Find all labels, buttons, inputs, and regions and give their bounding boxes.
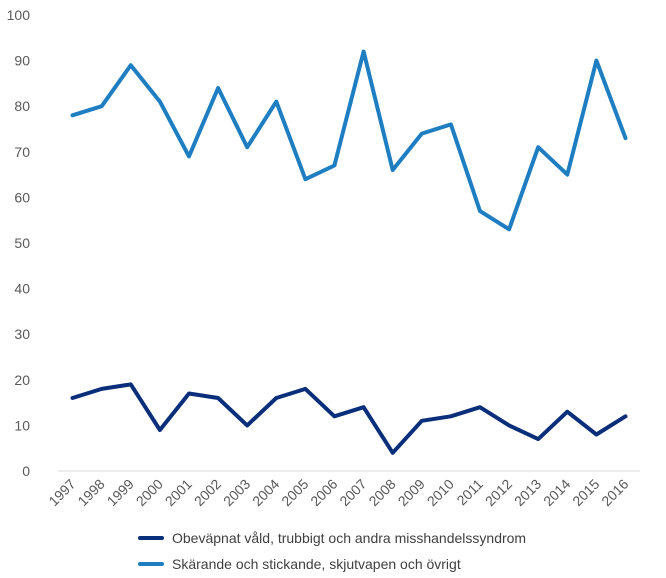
y-tick-label: 20 xyxy=(14,372,30,388)
series-line-1 xyxy=(70,49,628,232)
series-line-0 xyxy=(70,382,628,455)
x-tick-label: 2002 xyxy=(191,476,224,509)
y-tick-label: 100 xyxy=(7,7,31,23)
legend-swatch xyxy=(138,562,164,566)
y-tick-label: 70 xyxy=(14,144,30,160)
x-tick-label: 2000 xyxy=(133,476,166,509)
x-tick-label: 1999 xyxy=(104,476,137,509)
x-tick-label: 2009 xyxy=(395,476,428,509)
x-tick-label: 2006 xyxy=(307,476,340,509)
y-tick-label: 40 xyxy=(14,281,30,297)
x-tick-label: 2003 xyxy=(220,476,253,509)
y-tick-label: 50 xyxy=(14,235,30,251)
x-tick-label: 2014 xyxy=(540,476,573,509)
legend-item-series-0: Obeväpnat våld, trubbigt och andra missh… xyxy=(138,526,526,550)
x-tick-label: 2012 xyxy=(482,476,515,509)
x-axis: 1997199819992000200120022003200420052006… xyxy=(45,470,640,509)
legend-label: Obeväpnat våld, trubbigt och andra missh… xyxy=(172,530,527,546)
x-tick-label: 2004 xyxy=(249,476,282,509)
y-tick-label: 10 xyxy=(14,417,30,433)
y-axis: 0 10 20 30 40 50 60 70 80 90 100 xyxy=(7,7,31,479)
x-tick-label: 2013 xyxy=(511,476,544,509)
x-tick-label: 2008 xyxy=(365,476,398,509)
x-tick-label: 1998 xyxy=(74,476,107,509)
legend-label: Skärande och stickande, skjutvapen och ö… xyxy=(172,556,461,572)
x-tick-label: 2007 xyxy=(336,476,369,509)
y-tick-label: 60 xyxy=(14,189,30,205)
y-tick-label: 90 xyxy=(14,53,30,69)
x-tick-label: 2001 xyxy=(162,476,195,509)
x-tick-label: 2016 xyxy=(598,476,631,509)
series-layer xyxy=(70,49,628,455)
legend-swatch xyxy=(138,536,164,540)
y-tick-label: 30 xyxy=(14,326,30,342)
y-tick-label: 80 xyxy=(14,98,30,114)
x-tick-label: 1997 xyxy=(45,476,78,509)
x-tick-label: 2011 xyxy=(453,476,486,509)
legend: Obeväpnat våld, trubbigt och andra missh… xyxy=(138,526,526,578)
x-tick-label: 2010 xyxy=(424,476,457,509)
x-tick-label: 2005 xyxy=(278,476,311,509)
legend-item-series-1: Skärande och stickande, skjutvapen och ö… xyxy=(138,552,526,576)
x-tick-label: 2015 xyxy=(569,476,602,509)
y-tick-label: 0 xyxy=(22,463,30,479)
